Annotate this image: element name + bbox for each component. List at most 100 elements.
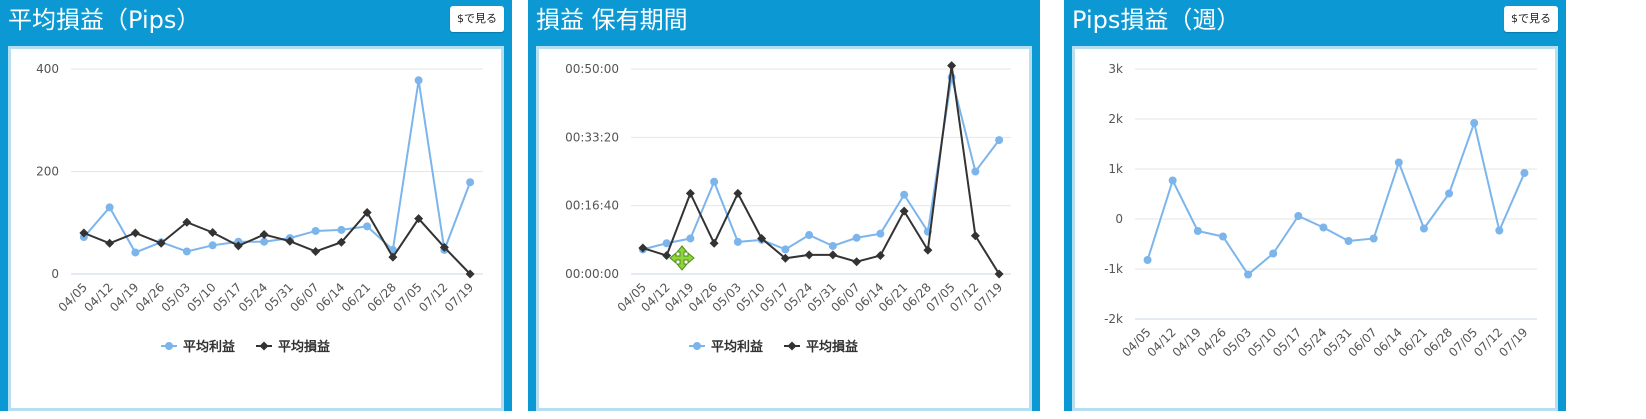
data-point <box>182 247 191 256</box>
data-point <box>781 245 790 254</box>
data-point <box>1218 232 1227 241</box>
data-point <box>733 188 743 198</box>
data-point <box>828 241 837 250</box>
data-point <box>259 230 269 240</box>
data-point <box>130 228 140 238</box>
data-point <box>900 190 909 199</box>
data-point <box>1168 176 1177 185</box>
data-point <box>710 177 719 186</box>
average-pips-chart: 020040004/0504/1204/1904/2605/0305/1005/… <box>36 62 483 355</box>
data-point <box>311 226 320 235</box>
legend-label: 平均損益 <box>278 339 330 355</box>
data-point <box>336 237 346 247</box>
legend-marker <box>165 342 173 350</box>
y-tick-label: 1k <box>1108 162 1123 176</box>
legend-label: 平均利益 <box>183 339 235 355</box>
data-point <box>79 228 89 238</box>
panel-holding-period: 損益 保有期間 00:00:00 00:16:40 00:33:20 00:50:00… <box>528 0 1040 411</box>
series-line <box>642 65 1000 275</box>
data-point <box>311 246 321 256</box>
legend-marker <box>693 342 701 350</box>
usd-view-button[interactable]: $で見る <box>450 6 504 32</box>
data-point <box>208 227 218 237</box>
legend-label: 平均利益 <box>711 339 763 355</box>
move-cursor-icon <box>669 245 695 271</box>
data-point <box>1143 256 1152 264</box>
data-point <box>804 250 814 260</box>
data-point <box>465 269 475 279</box>
x-tick-label: 07/19 <box>442 280 476 314</box>
data-point <box>414 76 423 85</box>
data-point <box>337 225 346 234</box>
panel-title: 平均損益（Pips） <box>8 6 201 34</box>
series-line <box>83 210 471 275</box>
usd-view-button[interactable]: $で見る <box>1504 6 1558 32</box>
data-point <box>182 217 192 227</box>
data-point <box>1520 169 1529 177</box>
data-point <box>1495 226 1504 235</box>
y-tick-label: 2k <box>1108 112 1123 126</box>
data-point <box>233 241 243 251</box>
data-point <box>260 237 269 246</box>
data-point <box>439 242 449 252</box>
panel-title: 損益 保有期間 <box>536 6 688 34</box>
data-point <box>757 233 767 243</box>
data-point <box>685 188 695 198</box>
data-point <box>131 248 140 257</box>
data-point <box>805 231 814 240</box>
data-point <box>899 206 909 216</box>
data-point <box>363 222 372 231</box>
data-point <box>414 214 424 224</box>
panel-average-pips: 平均損益（Pips） $で見る 0 200 400 04/05 04/12 04/19 04… <box>0 0 512 411</box>
data-point <box>1394 158 1403 167</box>
data-point <box>947 61 957 71</box>
weekly-pips-chart: -2k-1k01k2k3k04/0504/1204/1904/2605/0305… <box>1104 62 1537 360</box>
data-point <box>852 233 861 242</box>
data-point <box>1369 234 1378 243</box>
data-point <box>208 241 217 250</box>
series-line <box>1146 119 1526 276</box>
data-point <box>1419 224 1428 233</box>
x-tick-label: 07/19 <box>1496 325 1530 359</box>
data-point <box>662 239 671 248</box>
data-point <box>156 238 166 248</box>
data-point <box>1269 249 1278 258</box>
data-point <box>828 250 838 260</box>
y-tick-label: 0 <box>1115 212 1123 226</box>
data-point <box>876 229 885 238</box>
y-tick-label: 3k <box>1108 62 1123 76</box>
y-tick-label: 0 <box>51 267 59 281</box>
data-point <box>733 237 742 246</box>
chart-card: -2k -1k 0 1k 2k 3k 04/05 04/12 04/19 04/26 05/03 05… <box>1072 46 1558 411</box>
data-point <box>1244 270 1253 279</box>
y-tick-label: 400 <box>36 62 59 76</box>
y-tick-label: 00:00:00 <box>565 267 619 281</box>
data-point <box>1470 119 1479 127</box>
data-point <box>638 243 648 253</box>
legend-marker <box>259 341 269 351</box>
data-point <box>686 234 695 243</box>
panel-weekly-pips: Pips損益（週） $で見る -2k -1k 0 1k 2k 3k 04/05 04/12 04… <box>1064 0 1566 411</box>
data-point <box>852 257 862 267</box>
y-tick-label: 00:50:00 <box>565 62 619 76</box>
series-line <box>642 76 1000 251</box>
data-point <box>662 251 672 261</box>
data-point <box>970 231 980 241</box>
bottom-gap <box>0 411 1646 419</box>
series-line <box>83 80 472 254</box>
y-tick-label: -1k <box>1104 262 1123 276</box>
data-point <box>875 251 885 261</box>
y-tick-label: 00:16:40 <box>565 199 619 213</box>
data-point <box>923 245 933 255</box>
chart-card: 0 200 400 04/05 04/12 04/19 04/26 05/03 05/10 05/… <box>8 46 504 411</box>
chart-card: 00:00:00 00:16:40 00:33:20 00:50:00 04/05 04/… <box>536 46 1032 411</box>
data-point <box>1319 223 1328 232</box>
data-point <box>285 236 295 246</box>
data-point <box>1193 227 1202 235</box>
legend-marker <box>787 341 797 351</box>
y-tick-label: 00:33:20 <box>565 130 619 144</box>
data-point <box>362 208 372 217</box>
legend-label: 平均損益 <box>806 339 858 355</box>
data-point <box>1344 237 1353 245</box>
data-point <box>709 238 719 248</box>
